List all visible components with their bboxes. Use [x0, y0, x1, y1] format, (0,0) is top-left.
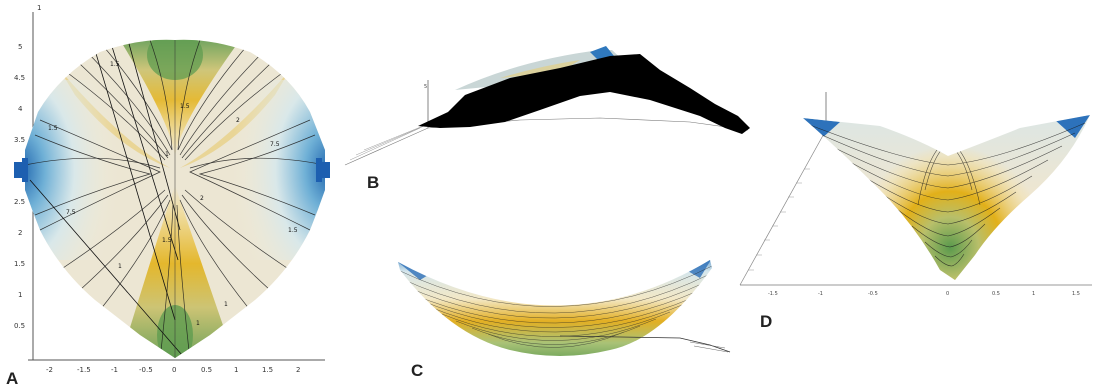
y-tick: 1: [18, 291, 22, 299]
x-tick: 1: [234, 366, 238, 374]
x-tick: -0.5: [868, 291, 878, 297]
x-tick: -1.5: [77, 366, 91, 374]
x-tick: 0.5: [992, 291, 1000, 297]
panel-a-axis-top-label: 1: [37, 4, 41, 12]
contour-label: 1.5: [180, 103, 190, 110]
x-tick: -1: [818, 291, 823, 297]
panel-c-label: C: [411, 361, 423, 380]
y-tick: 0.5: [14, 322, 25, 330]
x-tick: -1: [111, 366, 118, 374]
y-tick: 2: [18, 229, 22, 237]
panel-b: 5 B: [344, 46, 750, 192]
x-tick: 1: [1032, 291, 1035, 297]
panel-d-label: D: [760, 312, 772, 331]
x-tick: 1.5: [1072, 291, 1080, 297]
x-tick: 0: [172, 366, 176, 374]
panel-a-surface: [25, 39, 325, 358]
panel-b-z-tick: 5: [424, 84, 427, 90]
panel-a-left-marker: [14, 158, 28, 182]
panel-b-silhouette: [418, 54, 750, 134]
panel-d: -1.5 -1 -0.5 0 0.5 1 1.5 D: [739, 92, 1092, 331]
contour-label: 1: [118, 263, 122, 270]
y-tick: 2.5: [14, 198, 25, 206]
panel-b-label: B: [367, 173, 379, 192]
contour-label: 1: [165, 151, 169, 158]
y-tick: 4: [18, 105, 23, 113]
panel-c: C: [398, 260, 731, 380]
panel-c-axis-ticks: [689, 341, 729, 353]
panel-b-baseline: [344, 117, 749, 166]
panel-c-surface: [398, 260, 712, 356]
y-tick: 3.5: [14, 136, 25, 144]
x-tick: 0.5: [201, 366, 212, 374]
x-tick: 1.5: [262, 366, 273, 374]
contour-label: 1.5: [162, 237, 172, 244]
panel-b-grid: [349, 123, 429, 161]
panel-a-x-ticks: -2 -1.5 -1 -0.5 0 0.5 1 1.5 2: [46, 366, 300, 374]
panel-a-label: A: [6, 369, 18, 387]
x-tick: -2: [46, 366, 53, 374]
contour-label: 7.5: [66, 209, 76, 216]
panel-d-surface: [803, 115, 1090, 280]
panel-a-y-ticks: 0.5 1 1.5 2 2.5 3 3.5 4 4.5 5: [14, 43, 25, 330]
contour-label: 2: [200, 195, 204, 202]
x-tick: -0.5: [139, 366, 153, 374]
x-tick: -1.5: [768, 291, 778, 297]
contour-label: 1.5: [110, 61, 120, 68]
panel-a-contour-labels: 1.5 1.5 2 7.5 1 2 1.5 1 1 7.5 1.5 1 1.5: [48, 61, 298, 327]
contour-label: 1: [224, 301, 228, 308]
contour-label: 1.5: [48, 125, 58, 132]
panel-c-axis: [559, 335, 731, 353]
panel-a-right-marker: [316, 158, 330, 182]
contour-label: 1: [196, 320, 200, 327]
panel-d-x-ticks: -1.5 -1 -0.5 0 0.5 1 1.5: [768, 291, 1080, 297]
panel-a: 1 0.5 1 1.5 2 2.5 3 3.5 4 4.5 5 -2 -1.5 …: [6, 4, 330, 387]
y-tick: 4.5: [14, 74, 25, 82]
contour-label: 2: [236, 117, 240, 124]
panel-d-y-axis: [739, 129, 827, 286]
x-tick: 2: [296, 366, 300, 374]
y-tick: 5: [18, 43, 22, 51]
panel-d-y-ticks: [748, 168, 810, 271]
x-tick: 0: [946, 291, 949, 297]
y-tick: 1.5: [14, 260, 25, 268]
contour-label: 7.5: [270, 141, 280, 148]
panel-b-gold-band: [500, 60, 580, 78]
contour-label: 1.5: [288, 227, 298, 234]
